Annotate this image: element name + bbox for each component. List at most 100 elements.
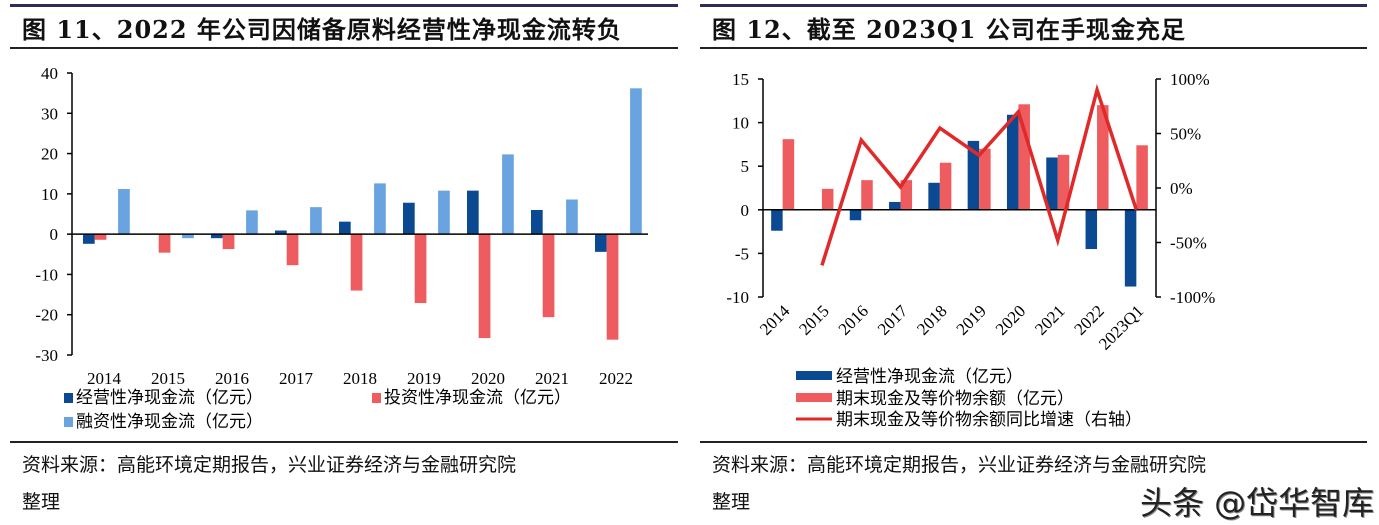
bar-2022-1 bbox=[1097, 105, 1109, 210]
legend-label: 期末现金及等价物余额同比增速（右轴） bbox=[836, 410, 1142, 429]
legend-label: 期末现金及等价物余额（亿元） bbox=[836, 389, 1074, 408]
title-bar bbox=[10, 4, 678, 7]
bar-2016-2 bbox=[246, 210, 258, 235]
watermark: 头条 @岱华智库 bbox=[1140, 484, 1375, 522]
x-tick-label: 2017 bbox=[874, 301, 912, 339]
divider bbox=[10, 47, 678, 49]
x-tick-label: 2020 bbox=[992, 301, 1029, 338]
growth-line bbox=[820, 83, 1139, 266]
bar-2020-2 bbox=[502, 154, 514, 235]
x-tick-label: 2015 bbox=[151, 369, 185, 388]
bar-2017-0 bbox=[275, 230, 287, 235]
source-text: 资料来源：高能环境定期报告，兴业证券经济与金融研究院 bbox=[22, 454, 517, 476]
y-tick-label: 15 bbox=[732, 70, 749, 89]
figure-title: 图 12、截至 2023Q1 公司在手现金充足 bbox=[712, 15, 1186, 44]
bar-2020-1 bbox=[478, 234, 491, 339]
divider bbox=[700, 47, 1367, 49]
y-tick-label: 0 bbox=[741, 201, 750, 220]
legend-label: 融资性净现金流（亿元） bbox=[76, 412, 263, 431]
x-tick-label: 2016 bbox=[215, 369, 249, 388]
bar-2015-1 bbox=[158, 234, 171, 253]
y-tick-label: -30 bbox=[35, 346, 58, 365]
bar-2020-0 bbox=[467, 190, 479, 235]
y-tick-label: -5 bbox=[735, 244, 749, 263]
x-tick-label: 2020 bbox=[471, 369, 505, 388]
y-tick-label: 10 bbox=[41, 185, 58, 204]
bar-2023Q1-0 bbox=[1124, 209, 1137, 287]
title-bar bbox=[700, 4, 1367, 7]
y-tick-label: -10 bbox=[726, 288, 749, 307]
y2-tick-label: 100% bbox=[1170, 70, 1210, 89]
bar-2014-0 bbox=[83, 234, 95, 244]
x-tick-label: 2015 bbox=[795, 301, 832, 338]
bar-2016-0 bbox=[849, 209, 862, 221]
figure-title: 图 11、2022 年公司因储备原料经营性净现金流转负 bbox=[22, 15, 622, 44]
y2-tick-label: -50% bbox=[1170, 234, 1207, 253]
bar-2017-2 bbox=[310, 207, 322, 235]
legend-label: 经营性净现金流（亿元） bbox=[76, 388, 263, 407]
y2-tick-label: 50% bbox=[1170, 125, 1201, 144]
bar-2018-0 bbox=[928, 182, 940, 210]
bar-2015-1 bbox=[821, 188, 834, 210]
x-tick-label: 2023Q1 bbox=[1095, 301, 1147, 353]
bar-2020-1 bbox=[1018, 104, 1030, 210]
y-tick-label: 5 bbox=[741, 157, 750, 176]
cashflow-chart: -30 -20 -10 0 10 20 30 40 2014 2015 2016 2017 2018 20… bbox=[35, 64, 648, 431]
bar-2021-1 bbox=[542, 234, 555, 318]
legend-swatch bbox=[372, 393, 381, 403]
bar-2019-0 bbox=[403, 202, 415, 235]
x-tick-label: 2019 bbox=[953, 301, 990, 338]
bar-2021-0 bbox=[1046, 157, 1058, 210]
bar-2019-0 bbox=[967, 140, 980, 210]
bar-2022-0 bbox=[595, 234, 607, 252]
bar-2018-1 bbox=[350, 234, 363, 291]
left-figure: 图 11、2022 年公司因储备原料经营性净现金流转负 -30 -20 -10 0 10… bbox=[10, 4, 678, 513]
bar-2014-1 bbox=[782, 139, 795, 210]
bar-2017-1 bbox=[286, 234, 299, 266]
x-tick-label: 2016 bbox=[835, 301, 872, 338]
x-tick-label: 2022 bbox=[599, 369, 633, 388]
bar-2022-2 bbox=[630, 88, 642, 235]
bar-2015-2 bbox=[182, 234, 194, 239]
y2-tick-label: -100% bbox=[1170, 288, 1215, 307]
y2-tick-label: 0% bbox=[1170, 179, 1193, 198]
bar-2017-0 bbox=[889, 201, 901, 210]
bar-2021-1 bbox=[1057, 154, 1070, 210]
x-tick-label: 2014 bbox=[756, 301, 794, 339]
legend-swatch bbox=[64, 393, 73, 403]
y-tick-label: 0 bbox=[50, 225, 59, 244]
bar-2016-0 bbox=[211, 234, 223, 239]
bar-2019-1 bbox=[414, 234, 427, 304]
bar-2016-1 bbox=[222, 234, 235, 250]
x-tick-label: 2019 bbox=[407, 369, 441, 388]
y-tick-label: 20 bbox=[41, 145, 58, 164]
source-text-2: 整理 bbox=[22, 491, 61, 513]
legend-swatch bbox=[64, 417, 73, 427]
y-tick-label: -10 bbox=[35, 265, 58, 284]
right-figure: 图 12、截至 2023Q1 公司在手现金充足 -10 -5 0 5 10 15 -100%… bbox=[690, 0, 1379, 525]
x-tick-label: 2021 bbox=[1031, 301, 1068, 338]
bar-2021-2 bbox=[566, 199, 578, 235]
bar-2019-2 bbox=[438, 190, 450, 235]
legend-swatch bbox=[796, 393, 832, 402]
divider bbox=[10, 441, 678, 443]
y-tick-label: 10 bbox=[732, 114, 749, 133]
x-tick-label: 2021 bbox=[535, 369, 569, 388]
bar-2016-1 bbox=[861, 180, 873, 210]
bar-2019-1 bbox=[979, 148, 991, 210]
x-tick-label: 2017 bbox=[279, 369, 314, 388]
x-tick-label: 2018 bbox=[343, 369, 377, 388]
bar-2021-0 bbox=[531, 209, 543, 235]
bar-2018-1 bbox=[939, 162, 952, 210]
legend-label: 投资性净现金流（亿元） bbox=[384, 388, 571, 407]
bar-2014-1 bbox=[94, 234, 107, 240]
bar-2022-0 bbox=[1085, 209, 1098, 250]
x-tick-label: 2018 bbox=[913, 301, 950, 338]
bar-2023Q1-1 bbox=[1136, 145, 1148, 210]
legend-swatch bbox=[796, 371, 832, 380]
bar-2022-1 bbox=[606, 234, 619, 340]
bar-2017-1 bbox=[900, 180, 913, 210]
source-text-2: 整理 bbox=[712, 491, 751, 513]
y-tick-label: 40 bbox=[41, 64, 58, 83]
